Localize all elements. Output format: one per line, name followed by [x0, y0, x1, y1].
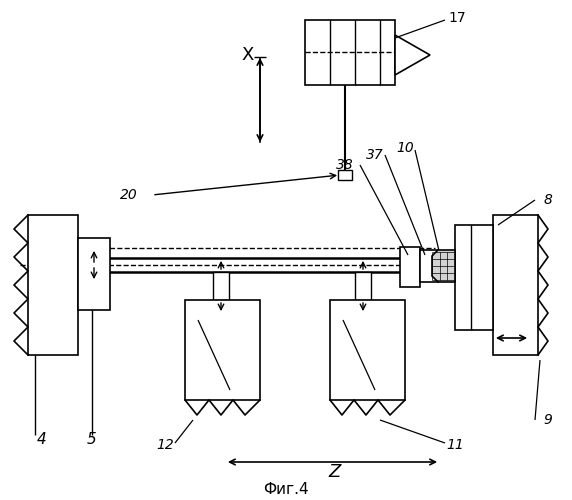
Bar [28, 215, 78, 355]
Bar [185, 300, 260, 400]
Bar [420, 250, 438, 282]
Text: 12: 12 [156, 438, 174, 452]
Text: 10: 10 [396, 141, 414, 155]
Text: 38: 38 [336, 158, 354, 172]
Text: X: X [242, 46, 254, 64]
Text: 37: 37 [366, 148, 384, 162]
Bar [493, 215, 538, 355]
Text: 4: 4 [37, 432, 47, 448]
Bar [338, 170, 352, 180]
Text: Z: Z [329, 463, 341, 481]
Polygon shape [432, 250, 455, 282]
Text: 9: 9 [543, 413, 553, 427]
Polygon shape [395, 35, 430, 75]
Bar [330, 300, 405, 400]
Text: 11: 11 [446, 438, 464, 452]
Text: 20: 20 [120, 188, 138, 202]
Bar [355, 272, 371, 300]
Text: 5: 5 [87, 432, 97, 448]
Bar [400, 247, 420, 287]
Text: 17: 17 [448, 11, 466, 25]
Bar [78, 238, 110, 310]
Bar [213, 272, 229, 300]
Text: Фиг.4: Фиг.4 [263, 482, 309, 498]
Bar [305, 20, 395, 85]
Bar [455, 225, 493, 330]
Text: 8: 8 [543, 193, 553, 207]
